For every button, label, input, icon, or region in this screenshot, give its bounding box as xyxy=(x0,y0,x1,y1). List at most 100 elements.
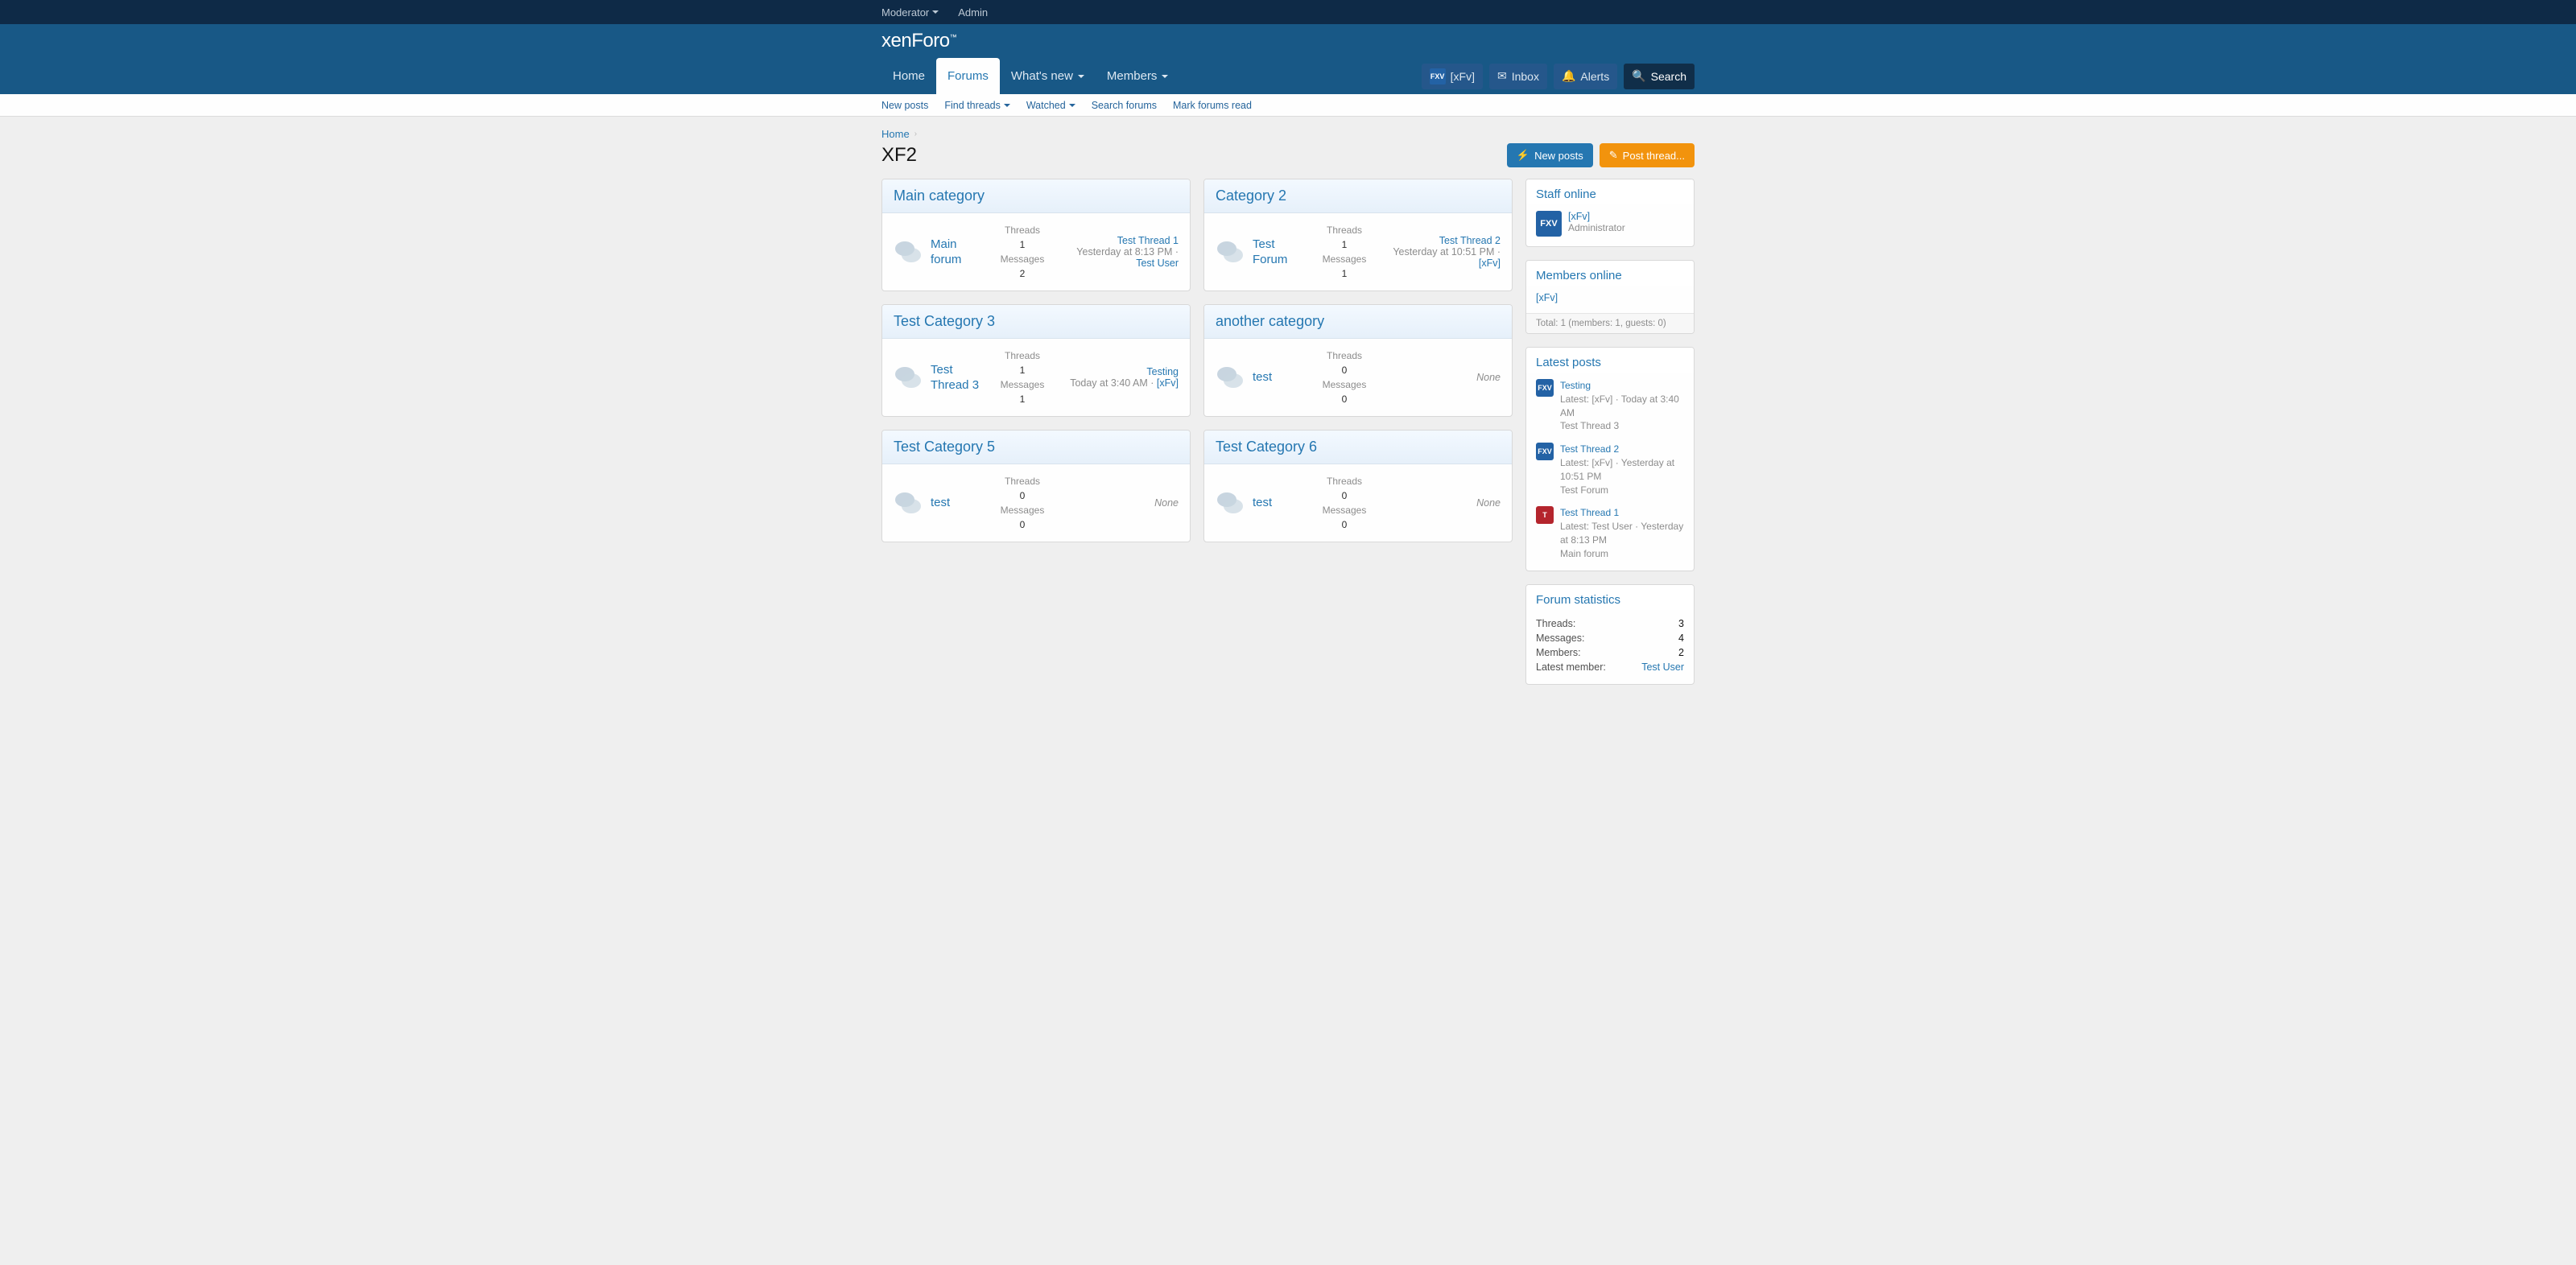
last-thread-link[interactable]: Test Thread 1 xyxy=(1117,235,1179,246)
subnav-findthreads[interactable]: Find threads xyxy=(944,100,1009,111)
breadcrumb: Home › xyxy=(881,128,1695,140)
site-logo[interactable]: xenForo™ xyxy=(881,30,956,52)
visitor-menu[interactable]: FXV [xFv] xyxy=(1422,64,1483,89)
subnav-newposts[interactable]: New posts xyxy=(881,100,928,111)
visitor-name: [xFv] xyxy=(1451,70,1475,83)
category-block: Category 2 Test Forum Threads1 Messages1… xyxy=(1203,179,1513,291)
forum-link[interactable]: test xyxy=(931,495,985,511)
last-user-link[interactable]: [xFv] xyxy=(1479,258,1501,269)
staff-role: Administrator xyxy=(1568,222,1625,233)
comments-icon xyxy=(1216,237,1245,266)
stat-key: Latest member: xyxy=(1536,661,1606,673)
latest-post-item: T Test Thread 1 Latest: Test User · Yest… xyxy=(1536,506,1684,560)
subnav-markread[interactable]: Mark forums read xyxy=(1173,100,1252,111)
search-icon: 🔍 xyxy=(1632,69,1645,83)
stat-value: 3 xyxy=(1678,618,1684,629)
last-none: None xyxy=(1154,497,1179,509)
node-last: Test Thread 1 Yesterday at 8:13 PM · Tes… xyxy=(1059,235,1179,269)
latest-post-item: FXV Test Thread 2 Latest: [xFv] · Yester… xyxy=(1536,443,1684,497)
node-stats: Threads0 Messages0 xyxy=(993,474,1051,532)
latest-post-item: FXV Testing Latest: [xFv] · Today at 3:4… xyxy=(1536,379,1684,433)
category-block: Test Category 3 Test Thread 3 Threads1 M… xyxy=(881,304,1191,417)
admin-link[interactable]: Admin xyxy=(958,6,988,19)
block-title[interactable]: Latest posts xyxy=(1536,356,1601,369)
caret-down-icon xyxy=(932,10,939,14)
block-title: Forum statistics xyxy=(1536,593,1620,607)
forum-link[interactable]: Test Forum xyxy=(1253,237,1307,268)
stat-value: 2 xyxy=(1678,647,1684,658)
stat-value: Test User xyxy=(1641,661,1684,673)
member-link[interactable]: [xFv] xyxy=(1536,292,1558,303)
subnav-searchforums[interactable]: Search forums xyxy=(1092,100,1157,111)
forum-stats-block: Forum statistics Threads: 3 Messages: 4 … xyxy=(1525,584,1695,685)
latest-thread-link[interactable]: Testing xyxy=(1560,380,1591,391)
members-online-footer: Total: 1 (members: 1, guests: 0) xyxy=(1526,313,1694,333)
comments-icon xyxy=(894,363,923,392)
alerts-link[interactable]: 🔔 Alerts xyxy=(1554,64,1617,89)
chevron-right-icon: › xyxy=(914,130,917,138)
node-stats: Threads0 Messages0 xyxy=(1315,474,1373,532)
latest-thread-link[interactable]: Test Thread 2 xyxy=(1560,443,1619,455)
nav-home[interactable]: Home xyxy=(881,58,936,94)
category-title-link[interactable]: Test Category 5 xyxy=(894,439,995,455)
latest-posts-block: Latest posts FXV Testing Latest: [xFv] ·… xyxy=(1525,347,1695,571)
comments-icon xyxy=(894,488,923,517)
page-title: XF2 xyxy=(881,144,917,167)
forum-link[interactable]: Test Thread 3 xyxy=(931,362,985,394)
category-title-link[interactable]: Category 2 xyxy=(1216,187,1286,204)
header: xenForo™ Home Forums What's new Members … xyxy=(0,24,2576,94)
latest-forum: Main forum xyxy=(1560,548,1608,559)
comments-icon xyxy=(1216,488,1245,517)
category-block: Test Category 5 test Threads0 Messages0 … xyxy=(881,430,1191,542)
avatar-icon[interactable]: FXV xyxy=(1536,211,1562,237)
last-thread-link[interactable]: Testing xyxy=(1146,366,1179,377)
category-title-link[interactable]: Test Category 3 xyxy=(894,313,995,329)
last-thread-link[interactable]: Test Thread 2 xyxy=(1439,235,1501,246)
last-time: Yesterday at 10:51 PM xyxy=(1393,246,1494,258)
nav-members[interactable]: Members xyxy=(1096,58,1180,94)
inbox-link[interactable]: ✉ Inbox xyxy=(1489,64,1547,89)
last-user-link[interactable]: Test User xyxy=(1136,258,1179,269)
forum-link[interactable]: test xyxy=(1253,495,1307,511)
latest-thread-link[interactable]: Test Thread 1 xyxy=(1560,507,1619,518)
avatar-icon[interactable]: FXV xyxy=(1536,443,1554,460)
avatar-icon[interactable]: FXV xyxy=(1536,379,1554,397)
last-time: Yesterday at 8:13 PM xyxy=(1076,246,1172,258)
block-title[interactable]: Members online xyxy=(1536,269,1622,282)
nav-forums[interactable]: Forums xyxy=(936,58,1000,94)
block-title[interactable]: Staff online xyxy=(1536,187,1596,201)
bolt-icon: ⚡ xyxy=(1517,149,1530,162)
last-user-link[interactable]: [xFv] xyxy=(1157,377,1179,389)
post-thread-button[interactable]: ✎ Post thread... xyxy=(1600,143,1695,167)
category-title-link[interactable]: another category xyxy=(1216,313,1324,329)
search-link[interactable]: 🔍 Search xyxy=(1624,64,1695,89)
stat-value-link[interactable]: Test User xyxy=(1641,661,1684,673)
latest-meta: Latest: [xFv] · Today at 3:40 AM xyxy=(1560,394,1679,418)
avatar-icon: FXV xyxy=(1430,68,1446,84)
caret-down-icon xyxy=(1069,104,1075,107)
latest-forum: Test Thread 3 xyxy=(1560,420,1619,431)
latest-meta: Latest: Test User · Yesterday at 8:13 PM xyxy=(1560,521,1683,546)
new-posts-button[interactable]: ⚡ New posts xyxy=(1507,143,1593,167)
sub-nav: New posts Find threads Watched Search fo… xyxy=(0,94,2576,117)
last-none: None xyxy=(1476,497,1501,509)
caret-down-icon xyxy=(1078,75,1084,78)
caret-down-icon xyxy=(1004,104,1010,107)
node-last: Testing Today at 3:40 AM · [xFv] xyxy=(1059,366,1179,389)
nav-whatsnew[interactable]: What's new xyxy=(1000,58,1096,94)
subnav-watched[interactable]: Watched xyxy=(1026,100,1075,111)
stat-row: Messages: 4 xyxy=(1536,631,1684,645)
node-stats: Threads1 Messages1 xyxy=(1315,223,1373,281)
avatar-icon[interactable]: T xyxy=(1536,506,1554,524)
category-title-link[interactable]: Test Category 6 xyxy=(1216,439,1317,455)
forum-link[interactable]: test xyxy=(1253,369,1307,385)
moderator-menu[interactable]: Moderator xyxy=(881,6,939,19)
category-title-link[interactable]: Main category xyxy=(894,187,985,204)
stat-key: Members: xyxy=(1536,647,1581,658)
category-block: another category test Threads0 Messages0… xyxy=(1203,304,1513,417)
staff-user-link[interactable]: [xFv] xyxy=(1568,211,1590,222)
breadcrumb-home[interactable]: Home xyxy=(881,128,910,140)
forum-link[interactable]: Main forum xyxy=(931,237,985,268)
last-time: Today at 3:40 AM xyxy=(1070,377,1148,389)
node-stats: Threads1 Messages2 xyxy=(993,223,1051,281)
